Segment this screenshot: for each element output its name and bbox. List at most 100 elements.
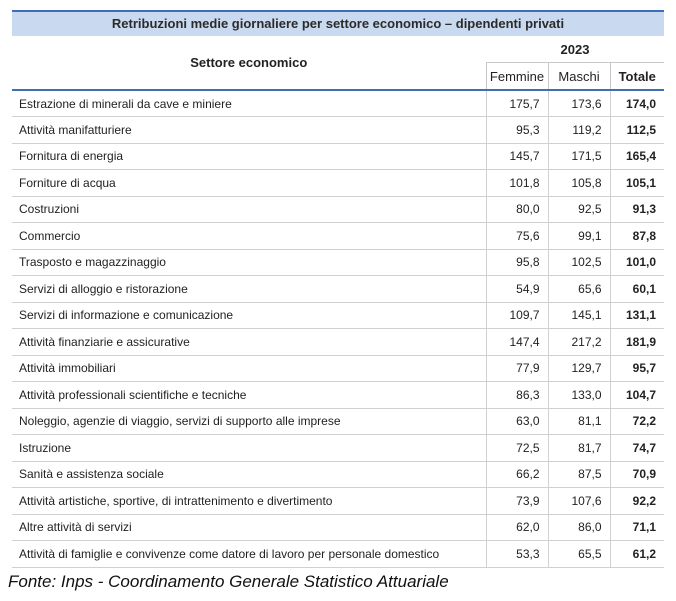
value-femmine: 63,0: [485, 408, 548, 435]
wage-table: Settore economico 2023 Femmine Maschi To…: [12, 36, 664, 568]
table-row: Servizi di informazione e comunicazione 1…: [12, 302, 664, 329]
table-row: Forniture di acqua 101,8 105,8 105,1: [12, 169, 664, 197]
value-maschi: 86,0: [547, 514, 610, 541]
header-maschi: Maschi: [547, 62, 610, 91]
value-maschi: 145,1: [547, 302, 610, 329]
value-femmine: 66,2: [485, 461, 548, 488]
sector-name: Fornitura di energia: [12, 143, 486, 170]
value-femmine: 95,8: [485, 249, 548, 276]
header-femmine: Femmine: [485, 62, 548, 91]
sector-name: Estrazione di minerali da cave e miniere: [12, 90, 486, 117]
value-femmine: 109,7: [485, 302, 548, 329]
sector-name: Attività professionali scientifiche e te…: [12, 381, 486, 409]
sector-name: Attività di famiglie e convivenze come d…: [12, 540, 486, 568]
value-totale: 74,7: [609, 434, 664, 462]
header-totale: Totale: [609, 62, 664, 91]
sector-name: Noleggio, agenzie di viaggio, servizi di…: [12, 408, 486, 435]
table-row: Attività immobiliari 77,9 129,7 95,7: [12, 355, 664, 382]
value-femmine: 145,7: [485, 143, 548, 170]
value-maschi: 133,0: [547, 381, 610, 409]
value-maschi: 173,6: [547, 90, 610, 117]
sector-name: Istruzione: [12, 434, 486, 462]
table-row: Noleggio, agenzie di viaggio, servizi di…: [12, 408, 664, 435]
value-femmine: 54,9: [485, 275, 548, 303]
sector-name: Altre attività di servizi: [12, 514, 486, 541]
value-maschi: 217,2: [547, 328, 610, 356]
value-totale: 72,2: [609, 408, 664, 435]
table-row: Trasposto e magazzinaggio 95,8 102,5 101,0: [12, 249, 664, 276]
source-note: Fonte: Inps - Coordinamento Generale Sta…: [8, 572, 449, 591]
sector-name: Forniture di acqua: [12, 169, 486, 197]
sector-name: Costruzioni: [12, 196, 486, 223]
value-totale: 60,1: [609, 275, 664, 303]
value-femmine: 86,3: [485, 381, 548, 409]
table-row: Attività di famiglie e convivenze come d…: [12, 540, 664, 568]
value-totale: 101,0: [609, 249, 664, 276]
table-row: Attività artistiche, sportive, di intrat…: [12, 487, 664, 515]
header-year: 2023: [560, 41, 590, 57]
value-maschi: 81,1: [547, 408, 610, 435]
value-totale: 105,1: [609, 169, 664, 197]
value-femmine: 75,6: [485, 222, 548, 250]
table-row: Sanità e assistenza sociale 66,2 87,5 70,9: [12, 461, 664, 488]
value-femmine: 62,0: [485, 514, 548, 541]
table-row: Commercio 75,6 99,1 87,8: [12, 222, 664, 250]
value-totale: 71,1: [609, 514, 664, 541]
value-totale: 131,1: [609, 302, 664, 329]
value-maschi: 102,5: [547, 249, 610, 276]
sector-name: Attività manifatturiere: [12, 116, 486, 144]
value-totale: 112,5: [609, 116, 664, 144]
value-maschi: 107,6: [547, 487, 610, 515]
value-totale: 104,7: [609, 381, 664, 409]
value-femmine: 73,9: [485, 487, 548, 515]
value-totale: 61,2: [609, 540, 664, 568]
table-row: Attività professionali scientifiche e te…: [12, 381, 664, 409]
sector-name: Sanità e assistenza sociale: [12, 461, 486, 488]
table-row: Estrazione di minerali da cave e miniere…: [12, 90, 664, 117]
value-maschi: 65,5: [547, 540, 610, 568]
value-totale: 165,4: [609, 143, 664, 170]
value-totale: 174,0: [609, 90, 664, 117]
value-femmine: 77,9: [485, 355, 548, 382]
value-maschi: 65,6: [547, 275, 610, 303]
table-body: Estrazione di minerali da cave e miniere…: [12, 90, 664, 568]
table-row: Attività finanziarie e assicurative 147,4…: [12, 328, 664, 356]
value-maschi: 171,5: [547, 143, 610, 170]
table-row: Istruzione 72,5 81,7 74,7: [12, 434, 664, 462]
value-femmine: 80,0: [485, 196, 548, 223]
value-totale: 181,9: [609, 328, 664, 356]
value-totale: 70,9: [609, 461, 664, 488]
sector-name: Attività finanziarie e assicurative: [12, 328, 486, 356]
sector-name: Commercio: [12, 222, 486, 250]
wage-table-container: Retribuzioni medie giornaliere per setto…: [12, 10, 664, 568]
header-sector: Settore economico: [12, 36, 486, 91]
table-title: Retribuzioni medie giornaliere per setto…: [12, 10, 664, 36]
sector-name: Attività artistiche, sportive, di intrat…: [12, 487, 486, 515]
table-row: Costruzioni 80,0 92,5 91,3: [12, 196, 664, 223]
value-femmine: 101,8: [485, 169, 548, 197]
value-totale: 87,8: [609, 222, 664, 250]
value-totale: 95,7: [609, 355, 664, 382]
value-femmine: 175,7: [485, 90, 548, 117]
sector-name: Trasposto e magazzinaggio: [12, 249, 486, 276]
table-row: Attività manifatturiere 95,3 119,2 112,5: [12, 116, 664, 144]
table-row: Fornitura di energia 145,7 171,5 165,4: [12, 143, 664, 170]
sector-name: Servizi di alloggio e ristorazione: [12, 275, 486, 303]
value-maschi: 119,2: [547, 116, 610, 144]
value-femmine: 95,3: [485, 116, 548, 144]
value-femmine: 53,3: [485, 540, 548, 568]
value-femmine: 72,5: [485, 434, 548, 462]
sector-name: Attività immobiliari: [12, 355, 486, 382]
value-maschi: 105,8: [547, 169, 610, 197]
value-femmine: 147,4: [485, 328, 548, 356]
table-row: Altre attività di servizi 62,0 86,0 71,1: [12, 514, 664, 541]
value-maschi: 92,5: [547, 196, 610, 223]
value-maschi: 99,1: [547, 222, 610, 250]
value-totale: 91,3: [609, 196, 664, 223]
sector-name: Servizi di informazione e comunicazione: [12, 302, 486, 329]
value-maschi: 81,7: [547, 434, 610, 462]
value-maschi: 87,5: [547, 461, 610, 488]
table-row: Servizi di alloggio e ristorazione 54,9 65…: [12, 275, 664, 303]
value-maschi: 129,7: [547, 355, 610, 382]
value-totale: 92,2: [609, 487, 664, 515]
